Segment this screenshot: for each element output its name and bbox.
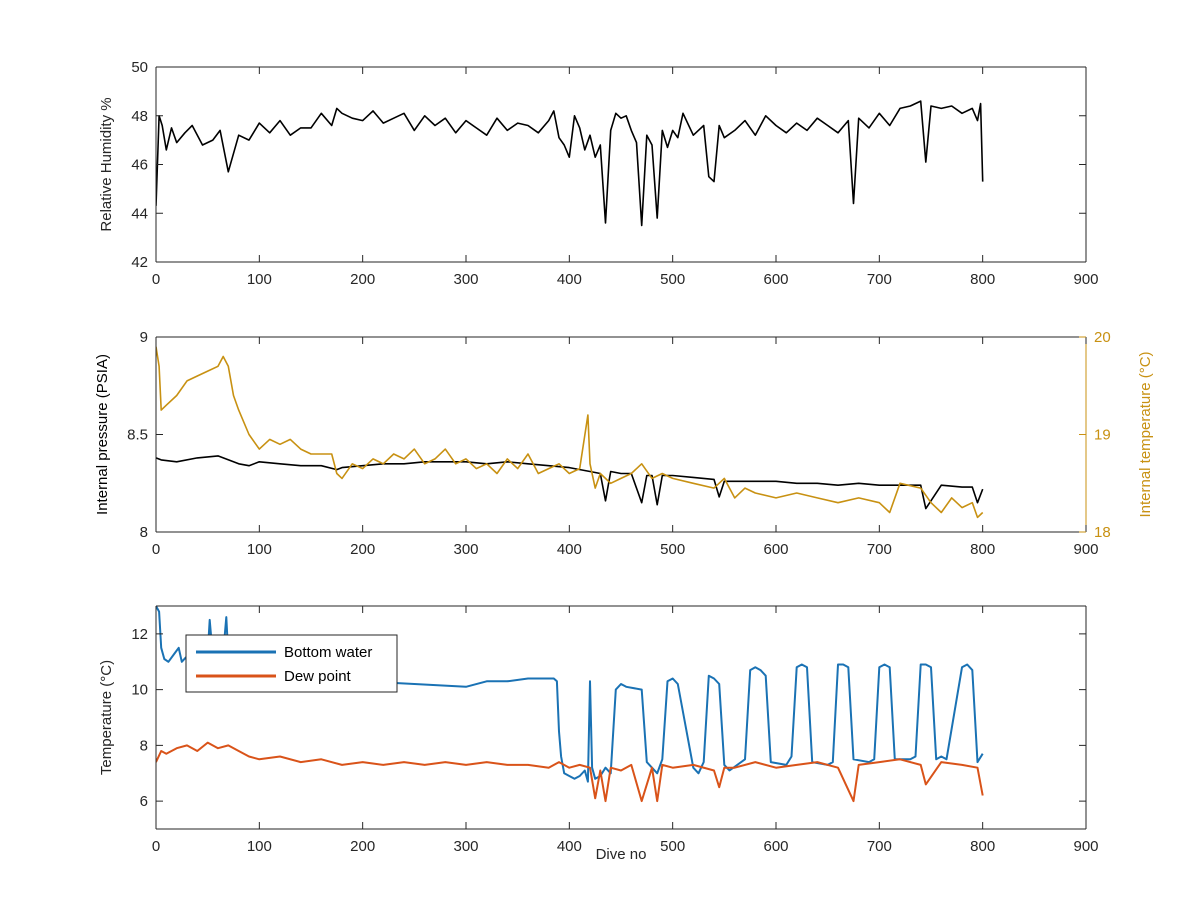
x-tick-label: 400 [557, 838, 582, 855]
x-tick-label: 700 [867, 838, 892, 855]
x-axis-label: Dive no [596, 846, 647, 863]
y-axis-label: Relative Humidity % [98, 97, 115, 231]
y-tick-label: 44 [131, 205, 148, 222]
x-tick-label: 0 [152, 271, 160, 288]
x-tick-label: 800 [970, 271, 995, 288]
subplot-1: 0 100 200 300 400 500 600 700 800 900 42 44 46 48 50 Re… [98, 59, 1099, 288]
y-right-tick-label: 18 [1094, 524, 1111, 541]
y-tick-label: 12 [131, 626, 148, 643]
y-tick-label: 6 [140, 793, 148, 810]
x-tick-label: 300 [453, 541, 478, 558]
x-tick-label: 0 [152, 838, 160, 855]
x-tick-label: 600 [763, 838, 788, 855]
x-tick-label: 300 [453, 838, 478, 855]
x-tick-label: 700 [867, 541, 892, 558]
legend-box [185, 634, 398, 693]
x-tick-label: 900 [1073, 271, 1098, 288]
x-tick-label: 300 [453, 271, 478, 288]
legend: Bottom water Dew point [185, 634, 398, 693]
x-tick-label: 900 [1073, 838, 1098, 855]
subplot-2: 0 100 200 300 400 500 600 700 800 900 8 8.5 9 18 19 20 I… [94, 329, 1154, 558]
y-tick-label: 9 [140, 329, 148, 346]
x-tick-label: 200 [350, 838, 375, 855]
x-tick-label: 400 [557, 271, 582, 288]
y-tick-label: 8.5 [127, 427, 148, 444]
y-axis-label: Internal pressure (PSIA) [94, 354, 111, 515]
x-tick-label: 500 [660, 541, 685, 558]
legend-label: Bottom water [284, 644, 372, 661]
y-right-axis-label: Internal temperature (°C) [1137, 351, 1154, 517]
y-axis-label: Temperature (°C) [98, 660, 115, 775]
x-tick-label: 400 [557, 541, 582, 558]
series-1-line [156, 100, 984, 227]
x-tick-label: 500 [660, 838, 685, 855]
x-tick-label: 700 [867, 271, 892, 288]
legend-label: Dew point [284, 668, 352, 685]
x-tick-label: 100 [247, 271, 272, 288]
series-bottom-water-line [156, 606, 984, 783]
series-dew-point-line [156, 741, 984, 803]
x-tick-label: 800 [970, 541, 995, 558]
y-right-tick-label: 19 [1094, 427, 1111, 444]
subplot-3: 0 100 200 300 400 500 600 700 800 900 6 8 10 12 Temper… [98, 605, 1099, 863]
x-tick-label: 200 [350, 541, 375, 558]
x-tick-label: 100 [247, 541, 272, 558]
y-tick-label: 42 [131, 254, 148, 271]
y-tick-label: 8 [140, 737, 148, 754]
x-tick-label: 800 [970, 838, 995, 855]
y-tick-label: 10 [131, 682, 148, 699]
y-tick-label: 50 [131, 59, 148, 76]
x-tick-label: 200 [350, 271, 375, 288]
series-2-line [156, 346, 984, 519]
x-tick-label: 600 [763, 541, 788, 558]
y-right-tick-label: 20 [1094, 329, 1111, 346]
series-1-line [156, 455, 984, 510]
y-tick-label: 48 [131, 108, 148, 125]
y-tick-label: 8 [140, 524, 148, 541]
x-tick-label: 100 [247, 838, 272, 855]
y-tick-label: 46 [131, 157, 148, 174]
x-tick-label: 900 [1073, 541, 1098, 558]
x-tick-label: 500 [660, 271, 685, 288]
x-tick-label: 0 [152, 541, 160, 558]
x-tick-label: 600 [763, 271, 788, 288]
